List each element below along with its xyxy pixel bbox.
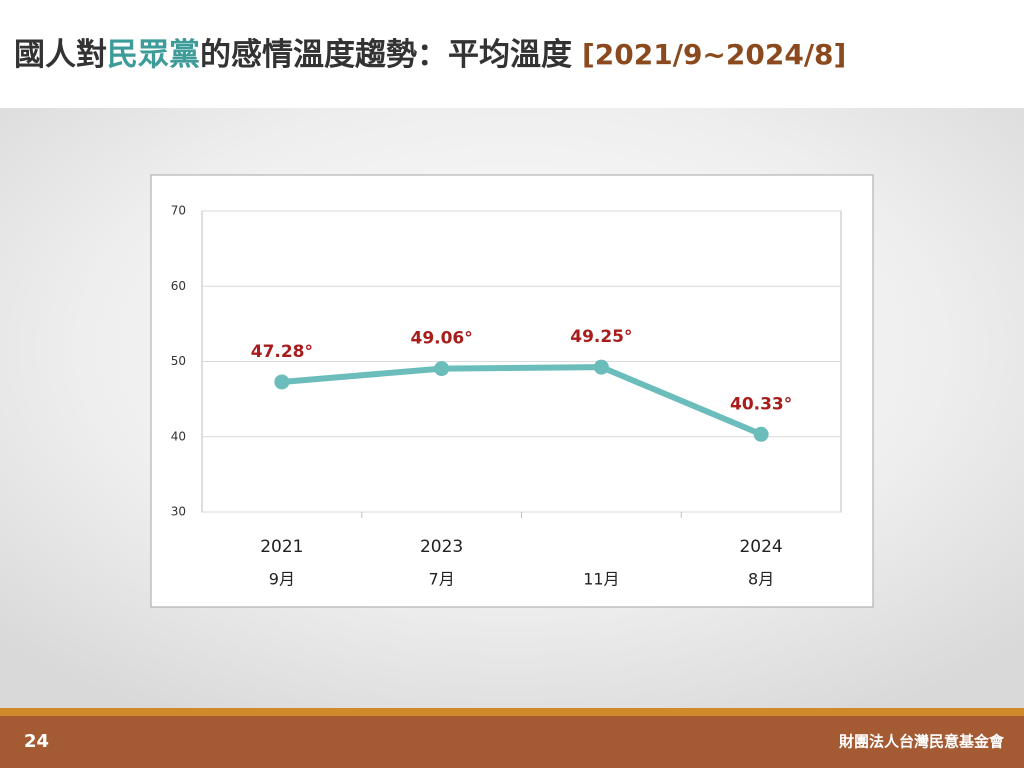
y-tick-label: 60	[171, 279, 186, 293]
chart-frame	[150, 174, 874, 608]
title-part: [2021/9~2024/8]	[582, 38, 846, 71]
data-label: 47.28°	[251, 342, 313, 362]
point	[593, 359, 609, 375]
point	[274, 374, 290, 390]
x-tick-label: 7月	[429, 570, 455, 589]
data-label: 40.33°	[730, 394, 792, 414]
title-part: 的感情溫度趨勢：平均溫度	[200, 37, 572, 73]
footer-bar	[0, 716, 1024, 768]
y-tick-label: 40	[171, 429, 186, 443]
title-part: 民眾黨	[107, 37, 200, 73]
data-label: 49.25°	[570, 327, 632, 347]
x-tick-year: 2024	[739, 537, 782, 557]
point	[434, 361, 450, 377]
title-part: 國人對	[14, 37, 107, 73]
line	[281, 364, 763, 438]
footer-stripe	[0, 708, 1024, 716]
page-number: 24	[24, 731, 49, 752]
x-tick-label: 8月	[748, 570, 774, 589]
x-tick-label: 11月	[583, 570, 619, 589]
y-tick-label: 50	[171, 354, 186, 368]
slide-title: 國人對民眾黨的感情溫度趨勢：平均溫度 [2021/9~2024/8]	[14, 37, 846, 73]
x-tick-year: 2023	[420, 537, 463, 557]
data-label: 49.06°	[410, 329, 472, 349]
point	[753, 426, 769, 442]
x-tick-year: 2021	[260, 537, 303, 557]
y-tick-label: 70	[171, 204, 186, 218]
x-tick-label: 9月	[269, 570, 295, 589]
organization: 財團法人台灣民意基金會	[838, 733, 1005, 751]
y-tick-label: 30	[171, 505, 186, 519]
